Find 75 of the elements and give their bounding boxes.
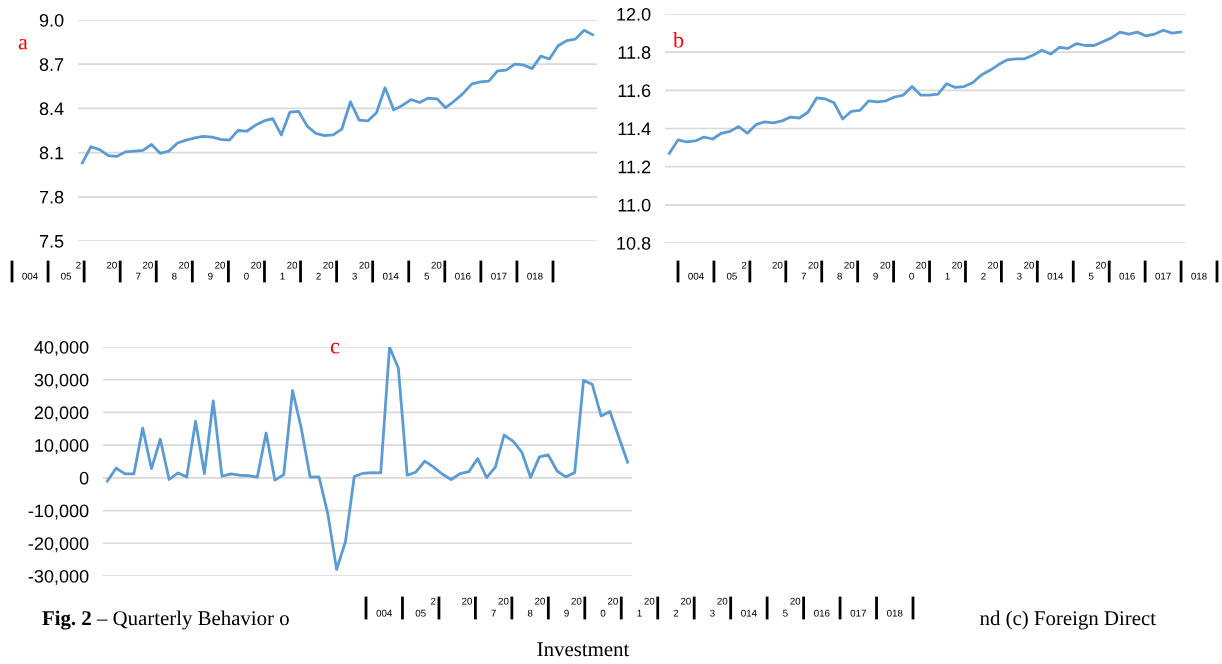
text: 20 (772, 261, 783, 269)
text: 20 7 (801, 261, 819, 280)
text: – Quarterly Behavior o (96, 610, 289, 630)
text: 20 (106, 261, 117, 269)
text: 017 (1155, 272, 1171, 280)
y-tick-label: 9.0 (39, 13, 64, 27)
text: 004 (376, 609, 393, 617)
text: 2 05 (61, 261, 81, 280)
text: 018 (527, 272, 543, 280)
text: 20 9 (873, 261, 891, 280)
text: 20 5 (783, 597, 801, 617)
y-tick-label: 8.7 (39, 58, 64, 71)
caption: Fig. 2 (42, 610, 91, 630)
text: 016 (1119, 272, 1135, 280)
text: 20 3 (352, 261, 370, 280)
line-series (80, 28, 595, 165)
text: 2 05 (726, 261, 747, 280)
y-tick-label: 0 (79, 471, 89, 485)
text: 20 1 (945, 261, 963, 280)
text: 018 (1191, 272, 1207, 280)
text: 20 8 (837, 261, 855, 280)
text: a (18, 38, 28, 50)
annotation: b (673, 31, 684, 48)
text: 2 05 (415, 597, 436, 617)
text: nd (c) Foreign Direct (980, 610, 1156, 630)
text: 20 1 (280, 261, 298, 280)
y-tick-label: 11.0 (618, 198, 651, 212)
y-tick-label: 11.2 (618, 160, 651, 174)
text: 017 (491, 272, 507, 280)
text: 20 3 (710, 597, 728, 617)
text: 20 0 (909, 261, 927, 280)
text: 017 (850, 609, 866, 617)
y-tick-label: 7.5 (39, 235, 64, 248)
text: 20 2 (981, 261, 999, 280)
text: 014 (741, 609, 757, 617)
text: 004 (688, 272, 704, 280)
text: 20 5 (1088, 261, 1106, 280)
text: 20 5 (424, 261, 442, 280)
y-tick-label: 11.4 (618, 122, 651, 136)
text: 20 7 (136, 261, 153, 280)
annotation: c (330, 342, 340, 354)
text: Investment (537, 642, 630, 657)
y-tick-label: 7.8 (39, 190, 64, 204)
y-tick-label: -30,000 (28, 569, 89, 585)
text: 20 0 (244, 261, 262, 280)
y-tick-label: -10,000 (28, 504, 89, 520)
text: 20 8 (172, 261, 189, 280)
text: 014 (1047, 272, 1064, 280)
y-tick-label: 11.6 (618, 84, 651, 98)
y-tick-label: 10,000 (35, 439, 89, 454)
text: 20 8 (527, 597, 545, 617)
text: 014 (382, 272, 399, 280)
y-tick-label: 10.8 (617, 236, 651, 250)
y-tick-label: 30,000 (34, 373, 89, 389)
text: 20 9 (208, 261, 226, 280)
text: 20 9 (564, 597, 582, 617)
text: 018 (887, 609, 903, 617)
text: 20 1 (637, 597, 655, 617)
text: 20 (462, 597, 473, 605)
text: 20 2 (316, 261, 334, 280)
text: 20 7 (491, 597, 509, 617)
text: 016 (455, 272, 471, 280)
text: 20 0 (600, 597, 618, 617)
text: 016 (814, 609, 830, 617)
y-tick-label: 20,000 (34, 406, 89, 422)
y-tick-label: 8.1 (39, 146, 64, 160)
text: 004 (22, 272, 38, 280)
text: 20 3 (1017, 261, 1034, 280)
y-tick-label: 40,000 (34, 340, 89, 356)
y-tick-label: 11.8 (618, 46, 651, 59)
line-series (667, 28, 1183, 155)
y-tick-label: 8.4 (39, 102, 64, 116)
text: 20 2 (673, 597, 691, 617)
y-tick-label: 12.0 (617, 7, 651, 21)
y-tick-label: -20,000 (28, 537, 89, 553)
